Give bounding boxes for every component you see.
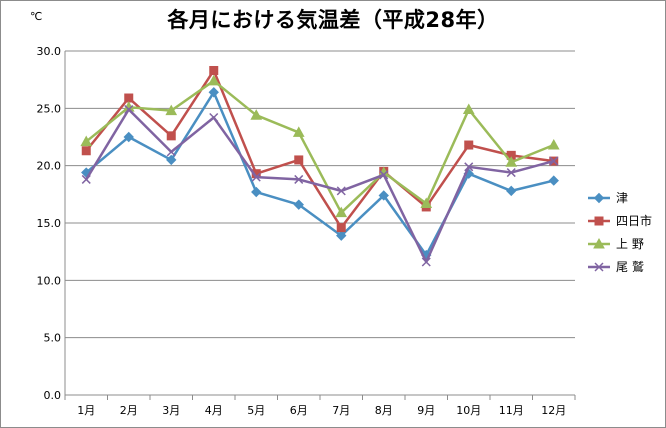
data-point	[166, 147, 176, 157]
x-tick-label: 6月	[290, 404, 308, 417]
data-point	[505, 156, 518, 167]
x-tick-label: 11月	[499, 404, 524, 417]
data-point	[293, 199, 304, 210]
x-tick-label: 12月	[541, 404, 566, 417]
data-point	[336, 230, 347, 241]
data-point	[548, 175, 559, 186]
y-tick-label: 5.0	[44, 332, 62, 345]
data-point	[336, 223, 346, 233]
data-point	[336, 186, 346, 196]
chart-title: 各月における気温差（平成28年）	[167, 8, 499, 32]
data-point	[420, 197, 433, 209]
y-tick-label: 0.0	[44, 389, 62, 402]
data-point	[80, 135, 93, 147]
series-line	[85, 108, 555, 264]
legend-marker	[593, 237, 605, 249]
data-point	[124, 93, 134, 103]
data-point	[506, 168, 516, 178]
data-point	[549, 156, 559, 166]
data-point	[251, 186, 262, 198]
data-point	[506, 185, 517, 197]
data-point	[250, 109, 263, 120]
data-point	[124, 104, 134, 115]
y-tick-label: 30.0	[37, 45, 62, 58]
data-point	[209, 65, 219, 75]
y-tick-label: 15.0	[37, 217, 62, 230]
series-line	[85, 79, 555, 214]
y-axis-unit-label: ℃	[30, 10, 43, 23]
x-tick-label: 5月	[247, 404, 265, 417]
legend-marker	[594, 262, 604, 272]
y-tick-label: 20.0	[37, 160, 62, 173]
data-point	[335, 206, 348, 218]
legend-marker	[593, 192, 605, 204]
x-tick-label: 7月	[332, 404, 350, 417]
data-point	[421, 257, 431, 267]
legend-label: 津	[616, 191, 628, 205]
legend-label: 四日市	[616, 213, 652, 228]
data-point	[462, 103, 475, 114]
data-point	[81, 174, 91, 184]
data-point	[209, 112, 219, 123]
data-point	[294, 155, 304, 165]
series-line	[85, 91, 555, 257]
data-point	[207, 74, 220, 86]
data-point	[251, 172, 261, 182]
legend-marker	[594, 216, 604, 226]
data-point	[294, 174, 304, 184]
data-point	[165, 104, 178, 116]
x-tick-label: 10月	[456, 404, 481, 417]
legend-label: 尾 鷲	[616, 260, 644, 274]
y-tick-label: 10.0	[37, 274, 62, 287]
data-point	[123, 131, 134, 143]
data-point	[547, 138, 560, 150]
y-tick-label: 25.0	[37, 102, 62, 115]
x-tick-label: 1月	[77, 404, 95, 417]
data-point	[166, 154, 177, 166]
legend-label: 上 野	[616, 237, 644, 251]
series-line	[85, 69, 554, 229]
data-point	[378, 190, 389, 201]
data-point	[464, 162, 474, 172]
data-point	[81, 146, 91, 156]
data-point	[379, 170, 389, 180]
x-tick-label: 9月	[417, 404, 435, 417]
data-point	[208, 87, 219, 98]
data-point	[464, 140, 474, 150]
x-tick-label: 3月	[162, 404, 180, 417]
x-tick-label: 4月	[205, 404, 223, 417]
x-tick-label: 8月	[375, 404, 393, 417]
data-point	[292, 126, 305, 137]
data-point	[166, 131, 176, 141]
x-tick-label: 2月	[120, 404, 138, 417]
